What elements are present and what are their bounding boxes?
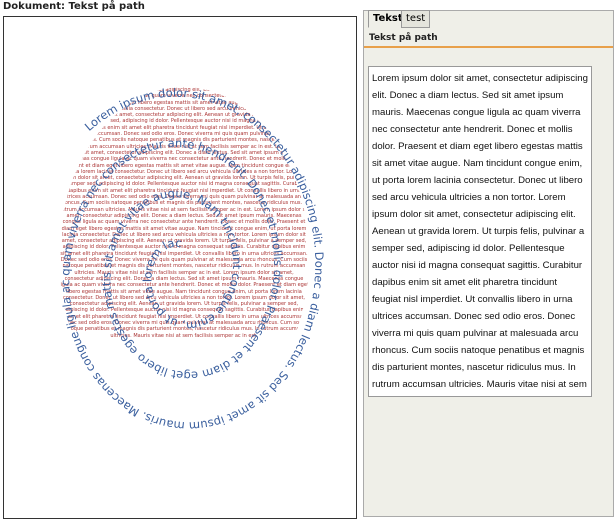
body-text: Lorem ipsum dolor sit amet, consectetur … [59, 269, 309, 339]
tab[interactable]: test [401, 10, 431, 28]
body-text-block: Lorem ipsum dolor sit amet, consectetur … [59, 87, 309, 427]
document-canvas: Lorem ipsum dolor sit amet, consectetur … [3, 16, 357, 519]
spiral-text-path: Lorem ipsum dolor sit amet, consectetur … [4, 17, 326, 433]
body-text: Lorem ipsum dolor sit amet, consectetur … [59, 143, 309, 213]
spiral-text: Lorem ipsum dolor sit amet, consectetur … [4, 17, 326, 433]
side-panel: Tekst test Tekst på path Lorem ipsum dol… [363, 10, 614, 517]
panel-heading: Tekst på path [369, 33, 438, 43]
divider [364, 46, 613, 48]
body-text: Lorem ipsum dolor sit amet, consectetur … [60, 206, 309, 276]
document-title: Dokument: Tekst på path [3, 1, 145, 12]
spiral: Lorem ipsum dolor sit amet, consectetur … [4, 17, 326, 433]
body-text: Lorem ipsum dolor sit amet, consectetur … [60, 87, 308, 150]
text-input[interactable]: Lorem ipsum dolor sit amet, consectetur … [368, 66, 592, 397]
